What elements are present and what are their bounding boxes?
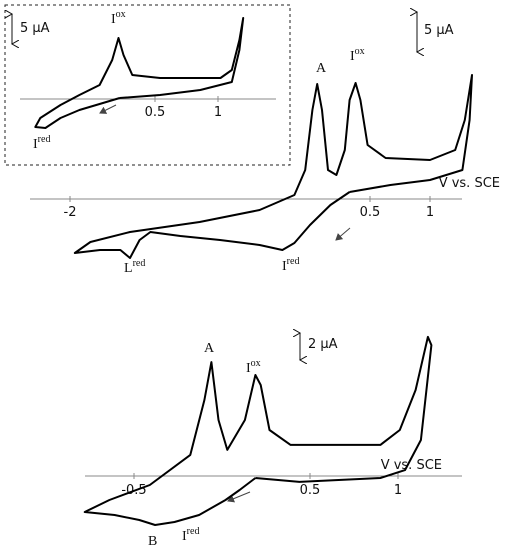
peak-label: Iox bbox=[350, 46, 365, 64]
sweep-arrow bbox=[335, 227, 351, 241]
peak-label-sup: red bbox=[187, 526, 200, 537]
cv-curve bbox=[73, 74, 473, 259]
peak-label-main: L bbox=[124, 261, 133, 276]
peak-label: Ired bbox=[182, 526, 199, 544]
peak-label-sup: red bbox=[287, 256, 300, 267]
x-tick-label: 1 bbox=[394, 483, 402, 498]
cv-curve bbox=[34, 17, 245, 129]
peak-label: Ired bbox=[33, 134, 50, 152]
x-tick-label: 0.5 bbox=[300, 483, 321, 498]
inset-frame bbox=[4, 4, 291, 166]
peak-label-sup: ox bbox=[355, 46, 365, 57]
peak-label-sup: ox bbox=[116, 9, 126, 20]
peak-label-main: I bbox=[246, 361, 251, 376]
x-axis-label: V vs. SCE bbox=[381, 458, 442, 473]
peak-label: B bbox=[148, 534, 157, 549]
x-tick-label: -2 bbox=[64, 205, 77, 220]
peak-label-main: A bbox=[316, 61, 327, 76]
peak-label-main: I bbox=[33, 137, 38, 152]
peak-label-main: I bbox=[282, 259, 287, 274]
peak-label-main: I bbox=[111, 12, 116, 27]
scale-bar-label: 2 μA bbox=[308, 337, 338, 352]
peak-label: Ired bbox=[282, 256, 299, 274]
peak-label-sup: red bbox=[38, 134, 51, 145]
scale-bar-label: 5 μA bbox=[20, 21, 50, 36]
sweep-arrow bbox=[99, 104, 117, 114]
peak-label-sup: red bbox=[133, 258, 146, 269]
x-tick-label: 1 bbox=[426, 205, 434, 220]
sweep-arrow bbox=[227, 491, 251, 503]
x-axis-label: V vs. SCE bbox=[439, 176, 500, 191]
x-tick-label: 0.5 bbox=[145, 105, 166, 120]
peak-label: Iox bbox=[111, 9, 126, 27]
x-tick-label: 1 bbox=[214, 105, 222, 120]
peak-label-main: A bbox=[204, 341, 215, 356]
peak-label: A bbox=[316, 61, 327, 76]
peak-label: Lred bbox=[124, 258, 145, 276]
peak-label-main: I bbox=[350, 49, 355, 64]
peak-label-main: I bbox=[182, 529, 187, 544]
peak-label-sup: ox bbox=[251, 358, 261, 369]
peak-label-main: B bbox=[148, 534, 157, 549]
cv-curve bbox=[83, 335, 433, 526]
peak-label: Iox bbox=[246, 358, 261, 376]
peak-label: A bbox=[204, 341, 215, 356]
scale-bar-label: 5 μA bbox=[424, 23, 454, 38]
x-tick-label: 0.5 bbox=[360, 205, 381, 220]
